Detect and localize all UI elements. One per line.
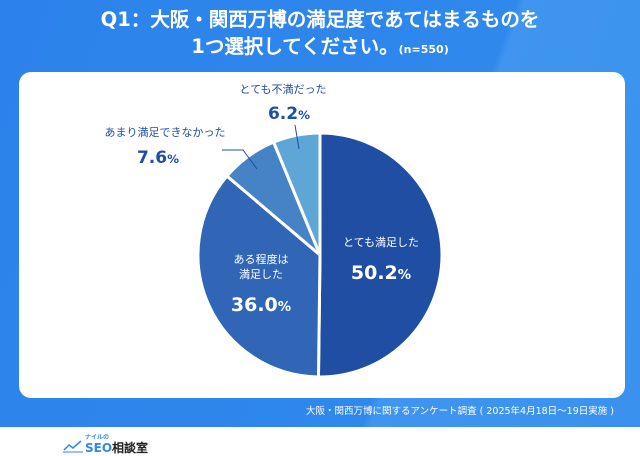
trend-line-icon	[63, 440, 83, 453]
slice-value-2: 7.6%	[137, 148, 179, 168]
sample-size: (n=550)	[398, 43, 449, 56]
pie-slice-0	[316, 131, 444, 379]
leader-line-2	[222, 149, 258, 170]
title-line-1: Q1：大阪・関西万博の満足度であてはまるものを	[100, 8, 540, 31]
leader-line-3	[294, 124, 300, 150]
logo-seo: SEO	[85, 441, 113, 455]
slice-label-3: とても不満だった	[239, 83, 326, 96]
slice-label-2: あまり満足できなかった	[105, 126, 226, 139]
slice-value-1: 36.0%	[231, 294, 291, 316]
title-line-2: 1つ選択してください。	[191, 35, 399, 58]
pie-slice-1	[196, 174, 322, 379]
footer-note: 大阪・関西万博に関するアンケート調査 ( 2025年4月18日～19日実施 )	[306, 406, 614, 417]
logo-jp: 相談室	[112, 441, 149, 455]
slice-value-3: 6.2%	[268, 104, 310, 124]
slice-label-1-line-2: 満足した	[239, 268, 283, 281]
title-line-2-wrap: 1つ選択してください。(n=550)	[0, 33, 640, 63]
chart-title: Q1：大阪・関西万博の満足度であてはまるものを 1つ選択してください。(n=55…	[0, 6, 640, 63]
slice-label-0: とても満足した	[343, 236, 419, 249]
slice-label-1-line-1: ある程度は	[234, 252, 289, 266]
slice-value-0: 50.2%	[351, 262, 411, 284]
